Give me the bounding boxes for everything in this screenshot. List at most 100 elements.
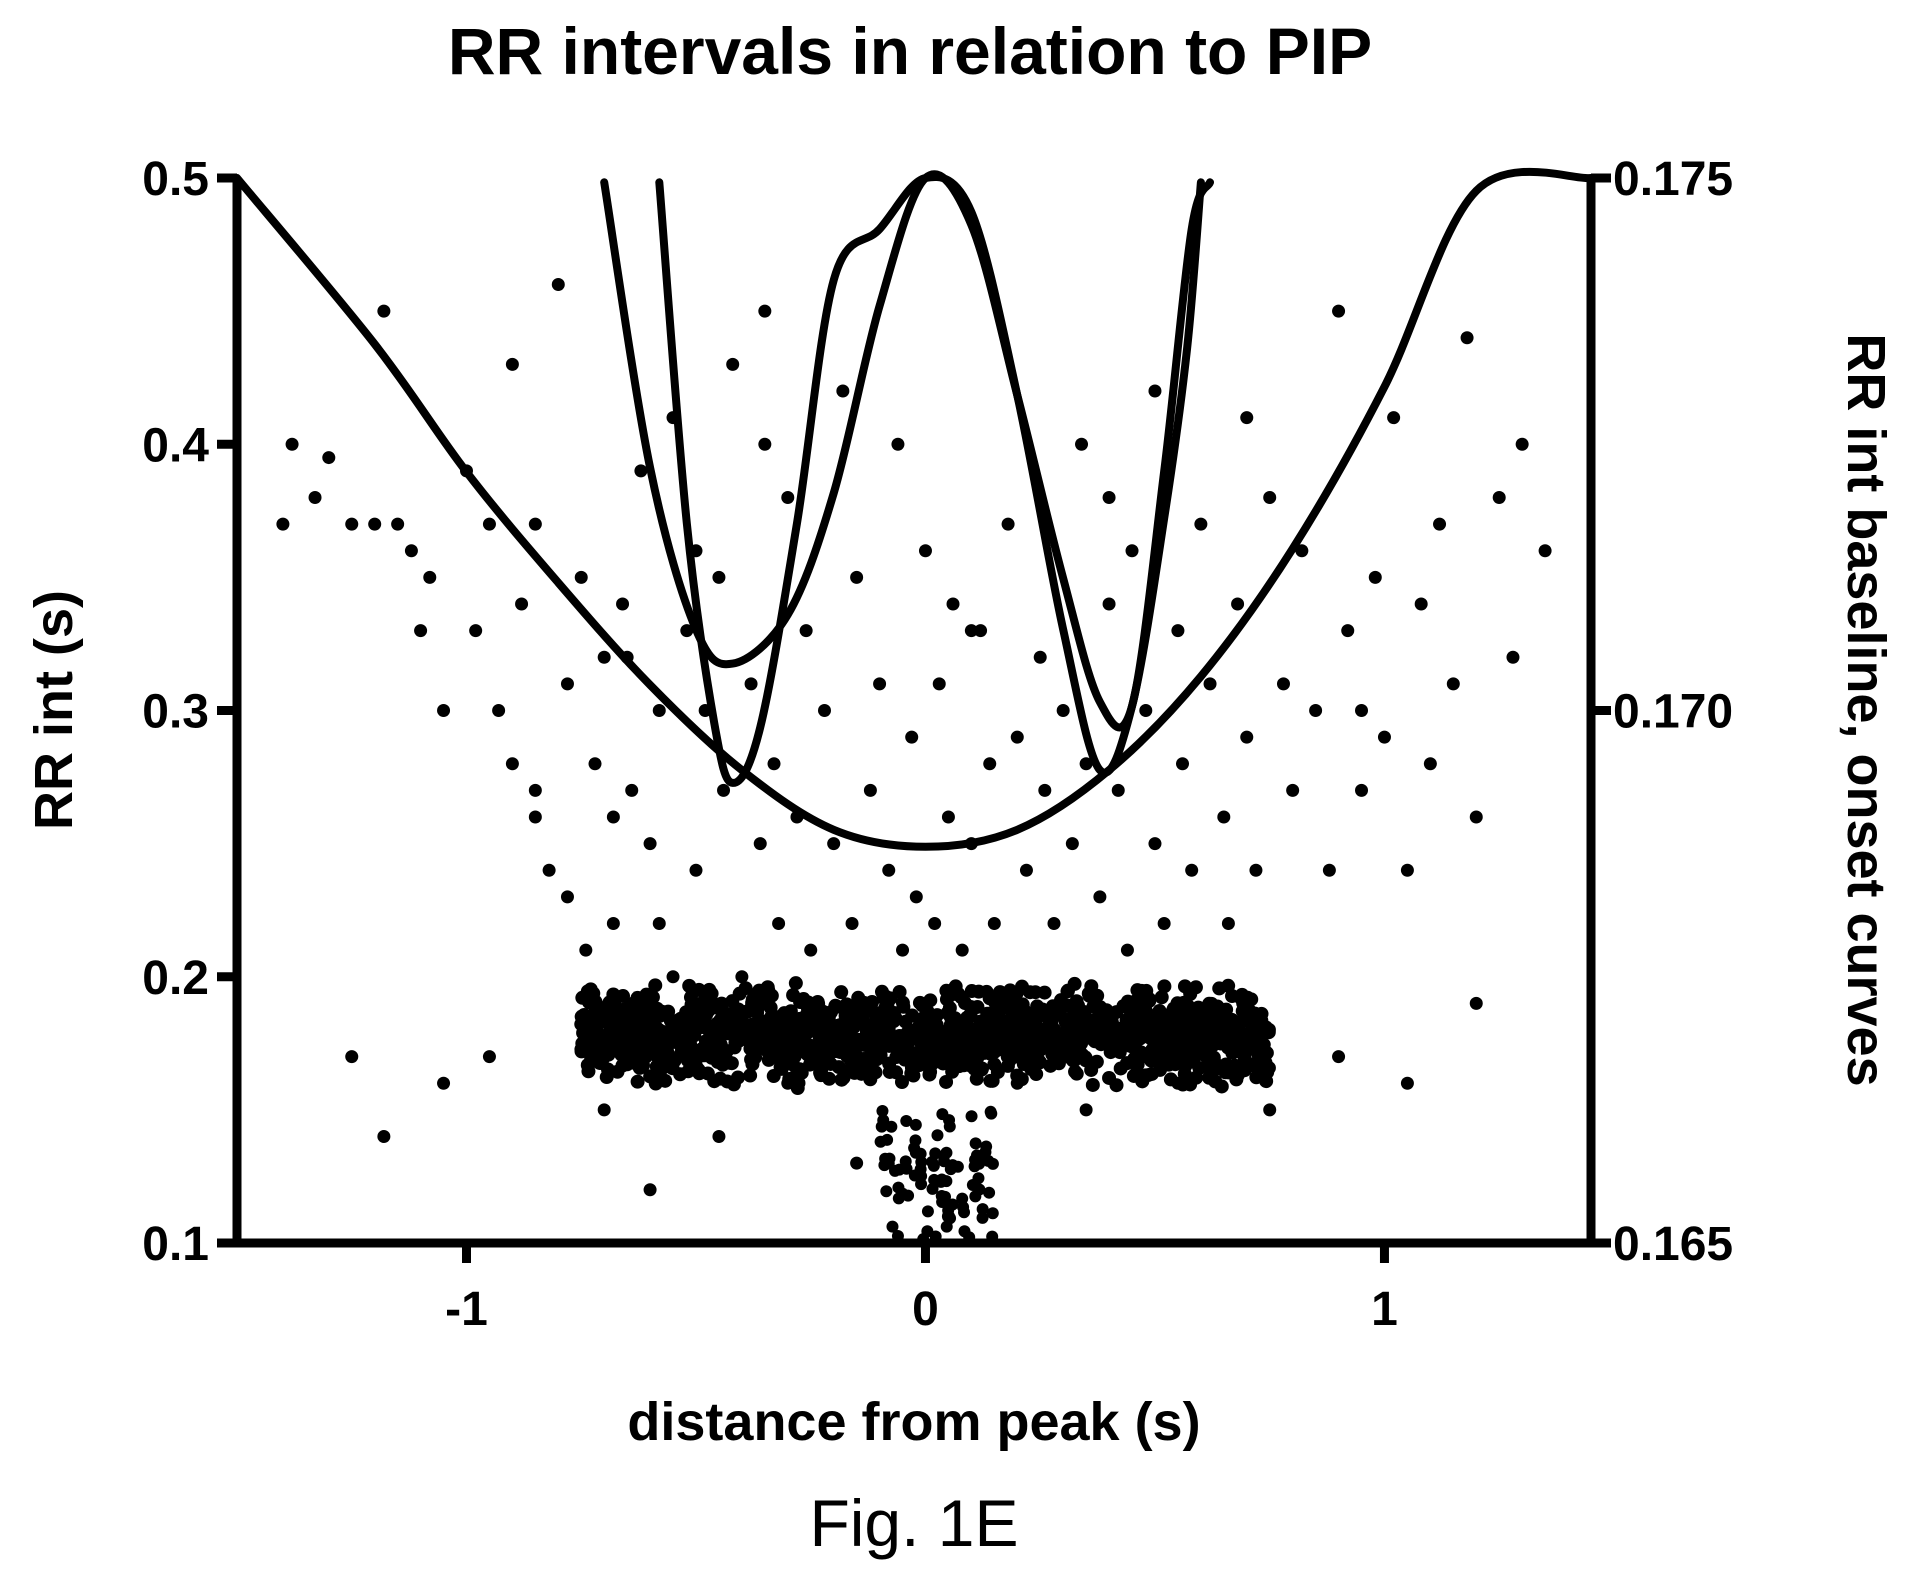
- scatter-point: [1103, 598, 1116, 611]
- band-point: [1236, 1027, 1250, 1041]
- cluster-point: [945, 1163, 957, 1175]
- band-point: [857, 1038, 871, 1052]
- cluster-point: [969, 1190, 981, 1202]
- band-point: [1156, 1057, 1170, 1071]
- scatter-point: [1171, 1077, 1184, 1090]
- scatter-point: [405, 544, 418, 557]
- cluster-point: [943, 1114, 955, 1126]
- band-point: [714, 1038, 728, 1052]
- band-point: [1202, 1031, 1216, 1045]
- scatter-point: [1387, 411, 1400, 424]
- scatter-point: [947, 598, 960, 611]
- scatter-point: [745, 677, 758, 690]
- band-point: [1155, 990, 1169, 1004]
- y-ticks: 0.10.20.30.40.5: [142, 153, 237, 1271]
- scatter-point: [1148, 837, 1161, 850]
- band-point: [586, 986, 600, 1000]
- band-point: [941, 1006, 955, 1020]
- band-point: [1166, 1022, 1180, 1036]
- y-tick-label: 0.5: [142, 153, 209, 206]
- band-point: [707, 1074, 721, 1088]
- band-point: [797, 992, 811, 1006]
- band-point: [954, 990, 968, 1004]
- band-point: [575, 1044, 589, 1058]
- scatter-point: [758, 438, 771, 451]
- band-point: [1001, 992, 1015, 1006]
- band-point: [1171, 1004, 1185, 1018]
- y2-tick-label: 0.165: [1613, 1218, 1733, 1271]
- scatter-point: [933, 677, 946, 690]
- cluster-point: [947, 1198, 959, 1210]
- scatter-point: [1369, 571, 1382, 584]
- band-point: [1086, 1078, 1100, 1092]
- band-point: [1023, 985, 1037, 999]
- scatter-point: [322, 451, 335, 464]
- y-tick-label: 0.3: [142, 686, 209, 739]
- band-point: [921, 1004, 935, 1018]
- band-point: [889, 1065, 903, 1079]
- scatter-point: [928, 917, 941, 930]
- scatter-point: [882, 864, 895, 877]
- band-point: [975, 1061, 989, 1075]
- band-point: [991, 1010, 1005, 1024]
- band-point: [1141, 1068, 1155, 1082]
- scatter-point: [1011, 1077, 1024, 1090]
- scatter-point: [469, 624, 482, 637]
- band-point: [926, 1020, 940, 1034]
- band-point: [1061, 984, 1075, 998]
- scatter-point: [905, 731, 918, 744]
- scatter-point: [483, 518, 496, 531]
- scatter-point: [1075, 438, 1088, 451]
- band-point: [874, 1032, 888, 1046]
- band-point: [688, 1012, 702, 1026]
- fit-curve-2: [659, 177, 1201, 783]
- band-point: [1161, 1041, 1175, 1055]
- cluster-point: [957, 1201, 969, 1213]
- scatter-point: [1057, 704, 1070, 717]
- band-point: [1045, 1042, 1059, 1056]
- band-point: [879, 1019, 893, 1033]
- fit-curve-1: [604, 174, 1210, 727]
- band-point: [863, 1072, 877, 1086]
- band-point: [834, 985, 848, 999]
- fit-curve-0: [237, 172, 1591, 847]
- x-axis-label: distance from peak (s): [627, 1392, 1200, 1452]
- band-point: [673, 1067, 687, 1081]
- scatter-point: [506, 757, 519, 770]
- band-point: [1130, 1066, 1144, 1080]
- scatter-point: [391, 518, 404, 531]
- band-point: [896, 996, 910, 1010]
- band-point: [661, 1005, 675, 1019]
- scatter-point: [891, 438, 904, 451]
- band-point: [688, 1059, 702, 1073]
- scatter-point: [896, 944, 909, 957]
- band-point: [1120, 1031, 1134, 1045]
- scatter-point: [1222, 917, 1235, 930]
- cluster-point: [931, 1129, 943, 1141]
- band-point: [1110, 1078, 1124, 1092]
- y2-tick-label: 0.175: [1613, 153, 1733, 206]
- y-tick-label: 0.1: [142, 1218, 209, 1271]
- band-point: [1060, 1013, 1074, 1027]
- scatter-point: [1217, 811, 1230, 824]
- scatter-point: [1231, 598, 1244, 611]
- scatter-point: [873, 677, 886, 690]
- band-point: [766, 1023, 780, 1037]
- band-point: [1247, 1040, 1261, 1054]
- band-point: [581, 1058, 595, 1072]
- scatter-point: [965, 624, 978, 637]
- cluster-point: [880, 1185, 892, 1197]
- band-point: [922, 1068, 936, 1082]
- band-point: [1073, 1050, 1087, 1064]
- scatter-point: [414, 624, 427, 637]
- band-point: [712, 1018, 726, 1032]
- scatter-point: [712, 571, 725, 584]
- cluster-point: [980, 1141, 992, 1153]
- band-point: [1041, 1010, 1055, 1024]
- scatter-point: [1002, 518, 1015, 531]
- band-point: [801, 1014, 815, 1028]
- scatter-point: [1341, 624, 1354, 637]
- cluster-point: [922, 1205, 934, 1217]
- band-point: [1262, 1061, 1276, 1075]
